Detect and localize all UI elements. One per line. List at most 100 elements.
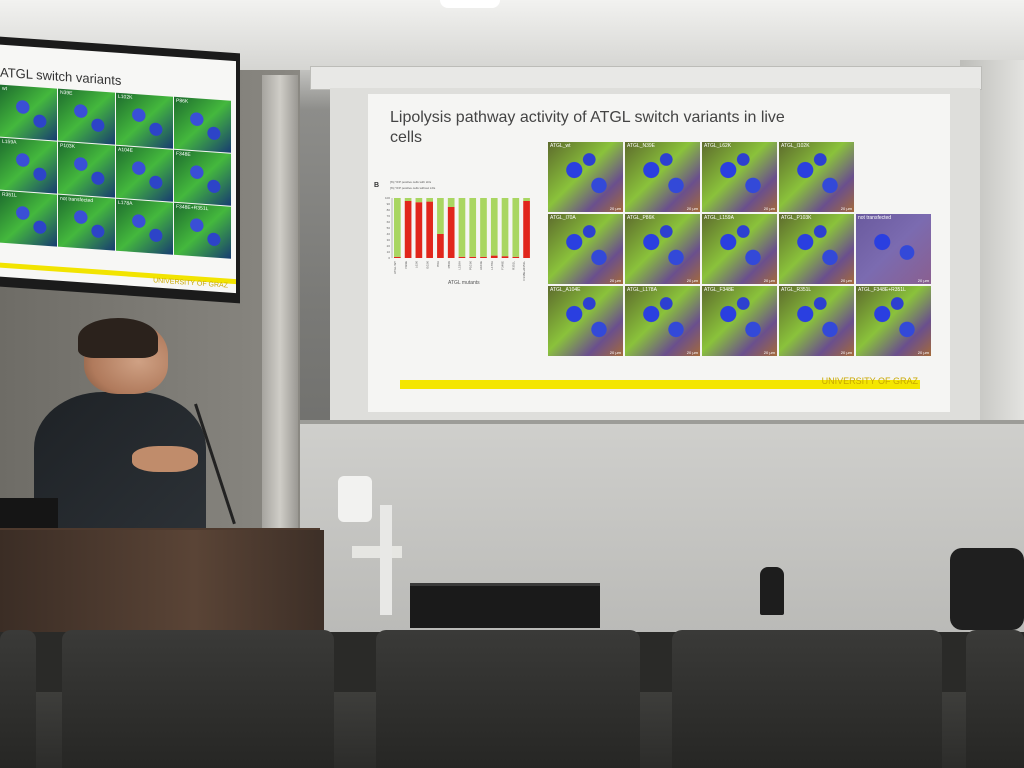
stacked-bar-chart: 0 10 20 30 40 50 60 70 80 90 100 ATGL WT N39E L62K I10… bbox=[385, 196, 530, 280]
micrograph: ATGL_F348E+R351L 20 µm bbox=[856, 286, 931, 356]
side-monitor: ATGL switch variants wt N39E L102K P86K L159… bbox=[0, 36, 240, 304]
micrograph-label: not transfected bbox=[858, 215, 892, 221]
x-tick-label: P103K bbox=[468, 261, 472, 270]
micrograph: ATGL_I102K 20 µm bbox=[779, 142, 854, 212]
micrograph: ATGL_A104E 20 µm bbox=[548, 286, 623, 356]
x-tick-label: A104E bbox=[479, 261, 483, 270]
side-monitor-micrograph-label: P86K bbox=[176, 97, 189, 105]
micrograph-grid: ATGL_wt 20 µm ATGL_N39E 20 µm ATGL_L62K 20 µm… bbox=[548, 142, 931, 356]
micrograph: ATGL_L159A 20 µm bbox=[702, 214, 777, 284]
x-tick-label: L62K bbox=[415, 261, 419, 268]
side-monitor-micrograph-label: N39E bbox=[60, 89, 73, 97]
micrograph: ATGL_wt 20 µm bbox=[548, 142, 623, 212]
projector-screen-housing bbox=[310, 66, 982, 90]
bar-without-lds bbox=[458, 198, 466, 257]
empty-grid-slot bbox=[856, 142, 931, 212]
legend-red-label: [%] YFP positive cells with LDs bbox=[390, 180, 432, 184]
micrograph-label: ATGL_A104E bbox=[550, 287, 581, 293]
micrograph-label: ATGL_F348E+R351L bbox=[858, 287, 906, 293]
side-monitor-micrograph-label: not transfected bbox=[60, 195, 94, 205]
bar-without-lds bbox=[523, 198, 530, 201]
bar-with-lds bbox=[437, 234, 444, 258]
bar-without-lds bbox=[512, 198, 520, 257]
x-tick-label: N39E bbox=[404, 261, 408, 269]
bar-with-lds bbox=[501, 256, 509, 258]
y-tick-label: 80 bbox=[387, 208, 391, 212]
micrograph-label: ATGL_F348E bbox=[704, 287, 735, 293]
y-tick-label: 60 bbox=[387, 220, 391, 224]
scale-bar-label: 20 µm bbox=[609, 350, 621, 355]
side-monitor-micrograph: P86K bbox=[174, 96, 231, 153]
y-tick-label: 100 bbox=[385, 196, 390, 200]
micrograph-label: ATGL_L62K bbox=[704, 143, 732, 149]
y-tick-label: 20 bbox=[387, 244, 391, 248]
micrograph: ATGL_P103K 20 µm bbox=[779, 214, 854, 284]
document-camera-joint bbox=[352, 546, 402, 558]
x-tick-label: I102K bbox=[425, 261, 429, 269]
document-camera-arm bbox=[380, 505, 392, 615]
side-monitor-micrograph-label: F348E bbox=[176, 150, 191, 158]
micrograph-label: ATGL_L159A bbox=[704, 215, 734, 221]
slide-yellow-bar bbox=[400, 380, 920, 389]
bar-without-lds bbox=[426, 198, 433, 202]
micrograph-label: ATGL_I102K bbox=[781, 143, 810, 149]
side-monitor-micrograph: L178A bbox=[116, 198, 173, 255]
speaker-hand bbox=[132, 446, 198, 472]
chart-x-axis-label: ATGL mutants bbox=[448, 280, 480, 286]
side-monitor-micrograph: L159A bbox=[0, 137, 57, 194]
micrograph-label: ATGL_R351L bbox=[781, 287, 812, 293]
micrograph: ATGL_P86K 20 µm bbox=[625, 214, 700, 284]
panel-label: B bbox=[374, 182, 380, 189]
bar-with-lds bbox=[490, 255, 498, 258]
side-monitor-micrograph-label: R351L bbox=[2, 191, 17, 199]
bar-with-lds bbox=[447, 207, 455, 258]
scale-bar-label: 20 µm bbox=[840, 350, 852, 355]
side-monitor-micrograph-label: L102K bbox=[118, 93, 133, 101]
bar-with-lds bbox=[404, 201, 412, 258]
speaker-hair bbox=[78, 318, 158, 358]
bar-with-lds bbox=[458, 256, 466, 258]
micrograph-label: ATGL_P86K bbox=[627, 215, 655, 221]
bar-with-lds bbox=[394, 256, 401, 258]
bar-without-lds bbox=[394, 198, 401, 257]
scale-bar-label: 20 µm bbox=[917, 350, 929, 355]
audience-seat bbox=[62, 630, 334, 768]
bar-without-lds bbox=[501, 198, 509, 257]
side-monitor-micrograph-label: L159A bbox=[2, 138, 17, 146]
audience-seat bbox=[672, 630, 942, 768]
micrograph-label: ATGL_L178A bbox=[627, 287, 657, 293]
scale-bar-label: 20 µm bbox=[763, 278, 775, 283]
document-camera-head bbox=[338, 476, 372, 522]
side-monitor-micrograph-label: L178A bbox=[118, 199, 133, 207]
desk-monitor bbox=[410, 583, 600, 628]
x-tick-label: L178A bbox=[490, 261, 494, 270]
bar-without-lds bbox=[447, 198, 455, 207]
audience-seat bbox=[0, 630, 36, 768]
side-monitor-micrograph: F348E bbox=[174, 149, 231, 206]
speaker-box bbox=[262, 75, 298, 535]
micrograph-label: ATGL_N39E bbox=[627, 143, 655, 149]
micrograph: ATGL_L62K 20 µm bbox=[702, 142, 777, 212]
scale-bar-label: 20 µm bbox=[763, 206, 775, 211]
slide-title: Lipolysis pathway activity of ATGL switc… bbox=[390, 109, 785, 146]
side-monitor-micrograph: F348E+R351L bbox=[174, 202, 231, 259]
side-monitor-screen: ATGL switch variants wt N39E L102K P86K L159… bbox=[0, 44, 236, 294]
bar-without-lds bbox=[469, 198, 477, 257]
x-tick-label: I70A bbox=[436, 261, 440, 267]
micrograph: ATGL_F348E 20 µm bbox=[702, 286, 777, 356]
y-tick-label: 10 bbox=[387, 250, 391, 254]
bar-with-lds bbox=[523, 201, 530, 258]
micrograph: ATGL_L178A 20 µm bbox=[625, 286, 700, 356]
scale-bar-label: 20 µm bbox=[686, 278, 698, 283]
x-tick-label: F348E bbox=[501, 261, 505, 270]
y-tick-label: 50 bbox=[387, 226, 391, 230]
y-tick-label: 40 bbox=[387, 232, 391, 236]
bar-with-lds bbox=[480, 256, 487, 258]
side-monitor-micrograph: not transfected bbox=[58, 194, 115, 251]
x-tick-label: ATGL WT bbox=[393, 261, 397, 274]
slide-university: UNIVERSITY OF GRAZ bbox=[821, 376, 918, 386]
scale-bar-label: 20 µm bbox=[763, 350, 775, 355]
ceiling-light bbox=[440, 0, 500, 8]
bar-without-lds bbox=[490, 198, 498, 256]
micrograph: ATGL_N39E 20 µm bbox=[625, 142, 700, 212]
